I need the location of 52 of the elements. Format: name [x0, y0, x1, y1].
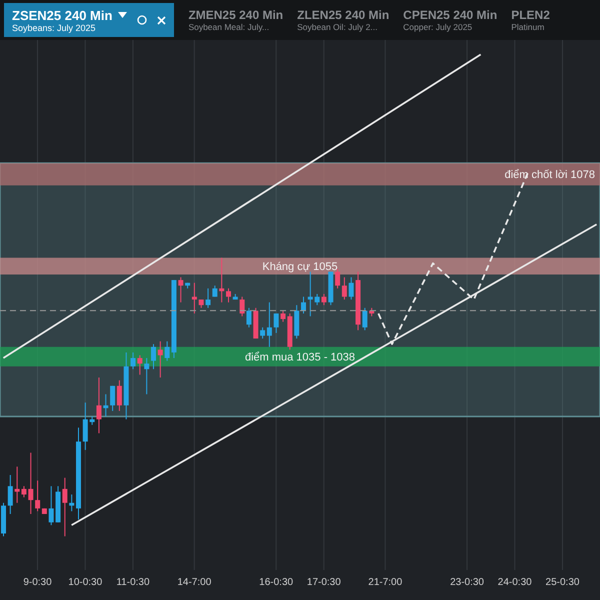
candlestick: [151, 344, 156, 370]
x-tick-label: 9-0:30: [23, 577, 52, 588]
x-tick-label: 14-7:00: [177, 577, 212, 588]
candlestick: [62, 477, 68, 537]
candlestick: [48, 486, 54, 526]
band-label: điểm mua 1035 - 1038: [244, 352, 356, 364]
candlestick: [116, 380, 122, 412]
candlestick: [246, 307, 252, 328]
candlestick: [274, 312, 279, 334]
x-tick-label: 21-7:00: [368, 577, 403, 588]
x-tick-label: 16-0:30: [259, 577, 294, 588]
x-tick-label: 11-0:30: [116, 577, 150, 588]
candlestick: [342, 276, 347, 300]
candlestick: [164, 340, 170, 362]
chart-title: ZSEN25 240 Min: [12, 8, 112, 22]
x-tick-label: 25-0:30: [546, 577, 580, 588]
band-label: Kháng cự 1055: [262, 261, 338, 274]
candlestick: [28, 452, 34, 514]
candlestick: [240, 296, 245, 317]
x-tick-label: 23-0:30: [450, 577, 484, 588]
candlestick: [137, 354, 142, 376]
text: Platinum: [511, 22, 546, 32]
candlestick: [362, 307, 368, 331]
text: CPEN25 240 Min: [403, 8, 498, 22]
candlestick: [301, 296, 306, 314]
chart-subtitle: Soybeans: July 2025: [12, 22, 97, 32]
text: ZMEN25 240 Min: [188, 8, 284, 22]
candlestick: [8, 474, 13, 514]
text: Soybean Meal: July...: [188, 22, 270, 32]
candlestick: [144, 358, 150, 395]
candlestick: [21, 486, 26, 498]
candlestick: [321, 293, 326, 306]
text: Copper: July 2025: [403, 22, 474, 32]
candlestick: [280, 310, 286, 322]
x-tick-label: 24-0:30: [498, 577, 532, 588]
candlestick: [130, 352, 136, 370]
candlestick: [158, 340, 163, 378]
text: Soybean Oil: July 2...: [297, 22, 378, 32]
candlestick: [212, 285, 218, 298]
candlestick: [266, 302, 272, 348]
text: PLEN2: [511, 8, 550, 22]
candlestick: [206, 288, 211, 308]
candlestick: [260, 326, 266, 340]
candlestick: [35, 480, 40, 512]
candlestick: [348, 276, 354, 300]
candlestick: [110, 385, 116, 412]
x-tick-label: 10-0:30: [68, 577, 103, 588]
candlestick: [96, 377, 102, 434]
text: ZLEN25 240 Min: [297, 8, 390, 22]
x-tick-label: 17-0:30: [306, 577, 342, 588]
candlestick: [226, 288, 231, 303]
candlestick: [178, 276, 184, 303]
